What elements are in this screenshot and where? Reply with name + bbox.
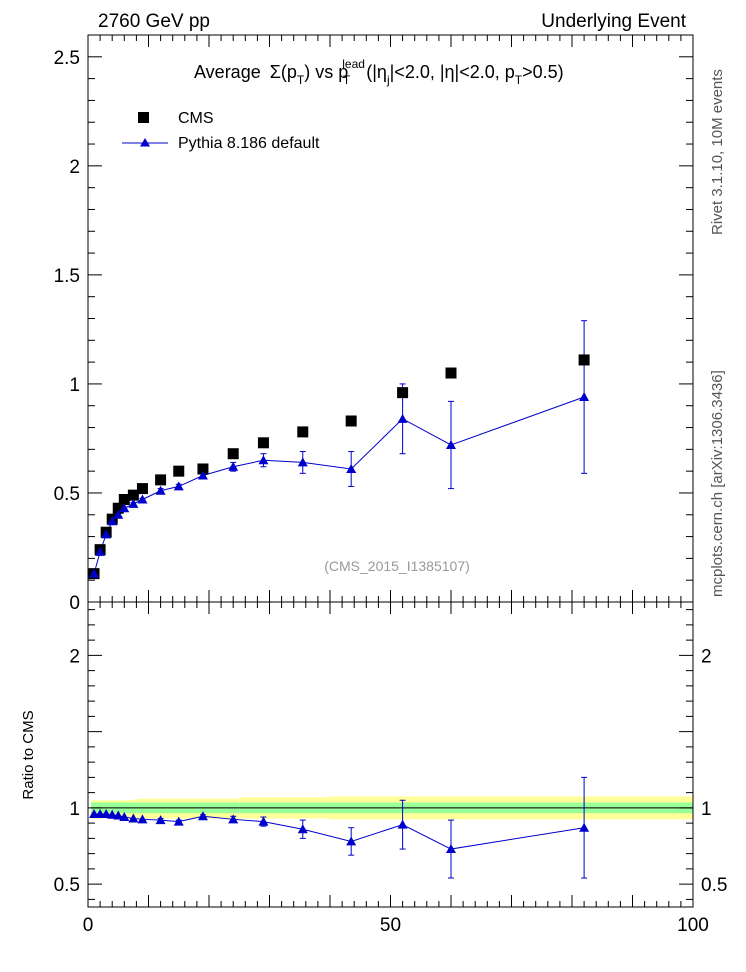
- cms-point: [345, 415, 357, 427]
- ratio-ytick-label: 2: [69, 646, 80, 667]
- ratio-point: [137, 814, 148, 824]
- cms-point: [227, 448, 239, 460]
- ratio-ytick-label-right: 2: [701, 646, 712, 667]
- ratio-point: [155, 815, 166, 825]
- chart-title: Average Σ(pT) vs plead T (|ηj|<2.0, |η|<2.…: [194, 57, 564, 87]
- cms-point: [112, 502, 124, 514]
- pythia-point: [113, 509, 124, 519]
- xtick-label: 0: [83, 915, 94, 936]
- ratio-point: [346, 836, 357, 846]
- ratio-point: [119, 812, 130, 822]
- main-ytick-label: 0.5: [54, 484, 80, 505]
- ratio-point: [297, 824, 308, 834]
- ratio-point: [446, 844, 456, 854]
- pythia-point: [95, 546, 106, 556]
- cms-point: [136, 483, 148, 495]
- ratio-point: [101, 808, 112, 818]
- legend-pythia-label: Pythia 8.186 default: [178, 135, 320, 152]
- ratio-point: [397, 819, 408, 829]
- ratio-ytick-label: 0.5: [54, 875, 80, 896]
- ratio-point: [258, 816, 269, 826]
- legend-pythia-marker: [140, 138, 150, 147]
- main-ytick-label: 2.5: [54, 48, 80, 69]
- pythia-point: [228, 461, 239, 471]
- cms-point: [257, 437, 269, 449]
- header-right: Underlying Event: [541, 11, 686, 32]
- ratio-ytick-label-right: 1: [701, 799, 712, 820]
- pythia-point: [155, 485, 166, 495]
- pythia-point: [579, 392, 590, 402]
- mcplots-label: mcplots.cern.ch [arXiv:1306.3436]: [709, 370, 726, 597]
- ratio-frame: [87, 601, 694, 908]
- ratio-point: [579, 822, 590, 832]
- pythia-point: [297, 457, 308, 467]
- cms-point: [155, 474, 167, 486]
- cms-point: [197, 463, 209, 475]
- main-panel: 0 0.5 1 1.5 2 2.5 Average Σ(pT) vs plead T (|ηj…: [54, 34, 694, 614]
- pythia-point: [128, 498, 139, 508]
- cms-point: [127, 489, 139, 501]
- pythia-point: [101, 529, 112, 539]
- pythia-point: [107, 516, 118, 526]
- pythia-point: [89, 568, 100, 578]
- pythia-point: [258, 455, 269, 465]
- cms-point: [297, 426, 309, 438]
- ratio-point: [228, 814, 239, 824]
- ratio-point: [128, 813, 139, 823]
- rivet-label: Rivet 3.1.10, 10M events: [709, 69, 726, 235]
- cms-point: [397, 387, 409, 399]
- legend: CMS Pythia 8.186 default: [122, 110, 320, 152]
- pythia-point: [397, 413, 408, 423]
- pythia-point: [137, 494, 148, 504]
- main-ytick-label: 0: [69, 593, 80, 614]
- ratio-ytick-label: 1: [69, 799, 80, 820]
- header-left: 2760 GeV pp: [98, 11, 210, 32]
- ratio-panel: 0.5 0.5 1 1 2 2 0 50 100 Ratio to CMS: [20, 601, 727, 936]
- main-ytick-label: 1.5: [54, 266, 80, 287]
- pythia-point: [346, 463, 357, 473]
- watermark: (CMS_2015_I1385107): [324, 558, 470, 574]
- pythia-point: [173, 481, 184, 491]
- ratio-point: [113, 810, 124, 820]
- ratio-point: [107, 809, 118, 819]
- cms-point: [118, 494, 130, 506]
- ratio-point: [173, 816, 184, 826]
- pythia-point: [119, 503, 130, 513]
- cms-point: [445, 367, 457, 379]
- ratio-point: [197, 811, 208, 821]
- xtick-label: 100: [677, 915, 709, 936]
- ratio-ylabel: Ratio to CMS: [20, 710, 37, 799]
- pythia-line: [93, 396, 585, 574]
- main-ytick-label: 2: [69, 157, 80, 178]
- legend-cms-marker: [138, 112, 149, 123]
- legend-cms-label: CMS: [178, 110, 214, 127]
- cms-point: [578, 354, 590, 366]
- pythia-point: [446, 439, 456, 449]
- pythia-point: [197, 470, 208, 480]
- ratio-ytick-label-right: 0.5: [701, 875, 727, 896]
- main-ytick-label: 1: [69, 375, 80, 396]
- cms-point: [173, 465, 185, 477]
- xtick-label: 50: [380, 915, 401, 936]
